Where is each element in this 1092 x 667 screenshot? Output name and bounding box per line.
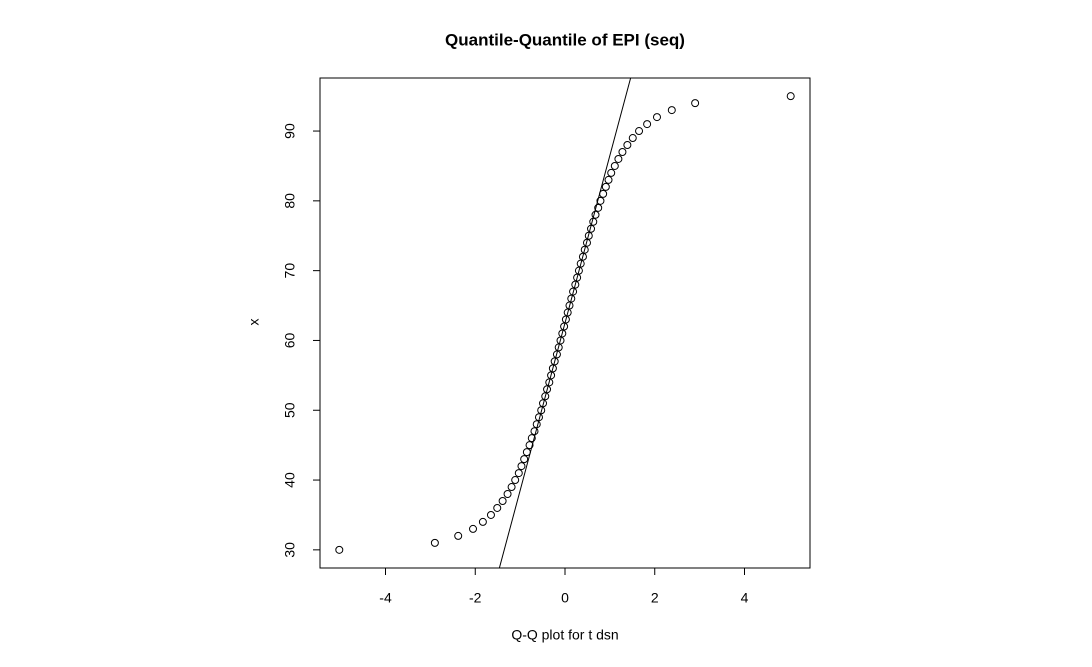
y-tick-label: 40 <box>282 472 298 488</box>
point <box>604 175 613 184</box>
x-tick-label: 0 <box>561 590 569 606</box>
point <box>610 161 619 170</box>
point <box>601 182 610 191</box>
point <box>511 476 520 485</box>
point <box>652 113 661 122</box>
point <box>430 538 439 547</box>
point <box>486 510 495 519</box>
x-tick-label: -2 <box>469 590 482 606</box>
chart-title: Quantile-Quantile of EPI (seq) <box>445 30 685 49</box>
point <box>569 287 578 296</box>
y-tick-label: 50 <box>282 402 298 418</box>
point <box>691 99 700 108</box>
point <box>520 455 529 464</box>
x-tick-label: 4 <box>741 590 749 606</box>
point <box>594 203 603 212</box>
point <box>643 120 652 129</box>
point <box>596 196 605 205</box>
y-axis-label: x <box>246 319 262 326</box>
point <box>635 127 644 136</box>
point <box>618 147 627 156</box>
y-tick-label: 60 <box>282 332 298 348</box>
point <box>667 106 676 115</box>
x-tick-label: -4 <box>379 590 392 606</box>
point <box>550 357 559 366</box>
point <box>454 531 463 540</box>
y-tick-label: 30 <box>282 542 298 558</box>
point <box>469 524 478 533</box>
point <box>503 490 512 499</box>
point <box>525 441 534 450</box>
point <box>786 92 795 101</box>
point <box>614 154 623 163</box>
point <box>478 517 487 526</box>
point <box>507 483 516 492</box>
point <box>493 503 502 512</box>
x-axis-label: Q-Q plot for t dsn <box>511 627 618 643</box>
point <box>584 231 593 240</box>
reference-line <box>498 78 632 568</box>
point <box>514 469 523 478</box>
point <box>628 134 637 143</box>
point <box>576 259 585 268</box>
point <box>335 545 344 554</box>
point <box>530 427 539 436</box>
x-tick-label: 2 <box>651 590 659 606</box>
point <box>517 462 526 471</box>
y-tick-label: 80 <box>282 193 298 209</box>
point <box>607 168 616 177</box>
point <box>498 496 507 505</box>
point <box>543 385 552 394</box>
point <box>580 245 589 254</box>
y-tick-label: 90 <box>282 123 298 139</box>
point <box>527 434 536 443</box>
point <box>623 141 632 150</box>
y-tick-label: 70 <box>282 263 298 279</box>
point <box>591 210 600 219</box>
